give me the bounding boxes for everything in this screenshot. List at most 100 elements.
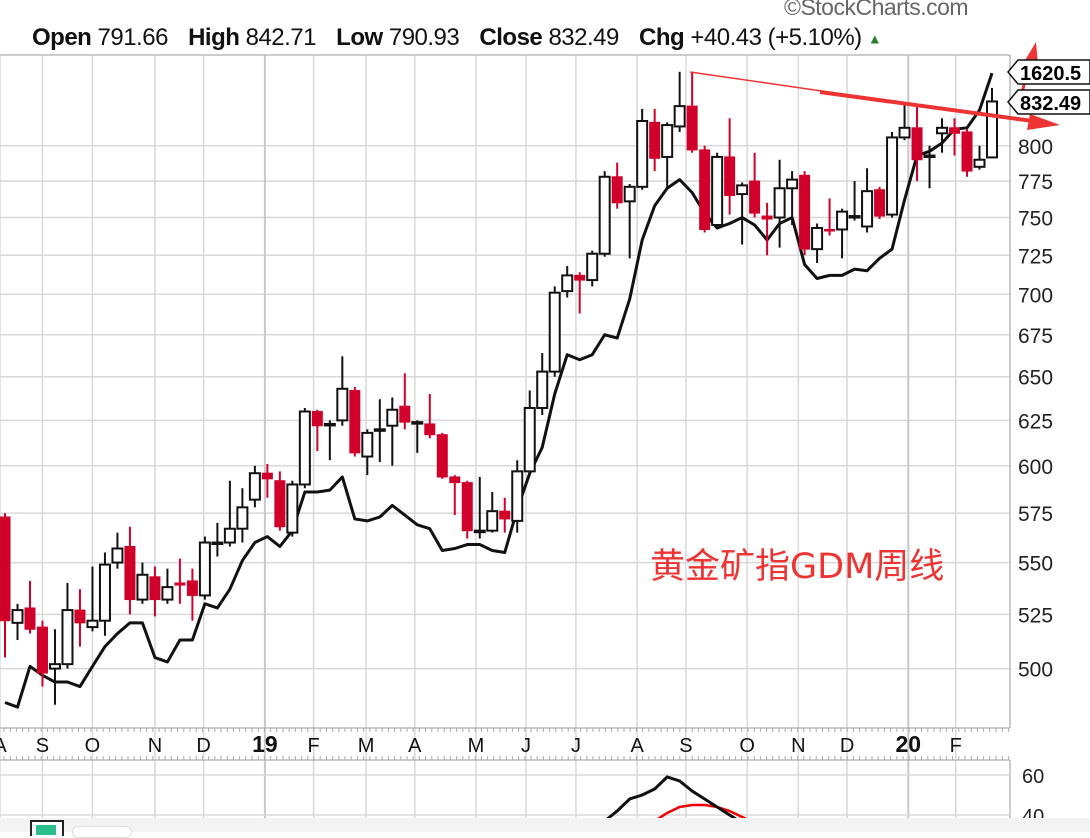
candle-body [473,529,486,534]
candle-body [124,546,136,601]
candle-up [473,476,486,539]
overlay-price-tag: 1620.5 [1020,63,1081,85]
candle-body [236,506,249,530]
candle-down [499,497,511,533]
candle-body [511,470,524,522]
candle-body [861,190,874,228]
candle-down [461,480,473,539]
chg-value: +40.43 (+5.10%) [690,24,862,51]
candle-down [174,558,186,604]
candle-body [761,215,773,220]
candle-down [311,409,323,452]
candle-body [373,428,386,432]
candle-body [586,252,599,282]
candle-body [111,547,124,564]
candle-body [973,158,986,168]
candle-body [848,215,861,219]
candle-down [436,432,448,479]
x-tick-label: J [571,735,581,757]
candle-body [936,126,949,135]
candle-up [673,71,686,132]
overlay-line [4,72,994,709]
candle-body [574,274,586,281]
x-tick-label: F [307,735,319,757]
candle-body [349,390,361,454]
candle-up [248,465,261,508]
arrowhead-icon [1027,114,1060,130]
candle-body [198,541,211,597]
candle-body [636,119,649,188]
candles [0,71,998,705]
candle-up [61,582,74,669]
candle-body [149,576,161,601]
candle-up [811,223,824,263]
candle-down [824,198,836,236]
chart-grid [0,55,1010,818]
candle-up [536,353,549,416]
open-label: Open [32,24,92,51]
x-tick-label: J [521,735,531,757]
candle-up [836,208,849,259]
candle-body [661,124,674,158]
candle-body [298,410,311,486]
candle-body [36,626,48,674]
candle-body [499,510,511,520]
candle-body [98,563,111,622]
app-icon[interactable] [30,820,64,836]
candle-up [973,145,986,170]
candle-up [711,152,724,228]
candle-body [611,176,623,204]
candle-up [661,122,674,189]
indicator-line [603,775,743,825]
candle-down [424,393,436,439]
x-tick-label: A [0,735,7,757]
candle-up [411,420,424,453]
toolbar-pill-button[interactable] [72,826,132,838]
candle-down [261,463,273,498]
candle-up [511,460,524,533]
overlay-series-line [4,72,994,709]
y-tick-label: 575 [1018,503,1053,526]
candle-up [286,480,299,537]
y-tick-label: 750 [1018,208,1053,231]
chart-annotation: 黄金矿指GDM周线 [650,547,944,587]
candle-body [399,405,411,423]
chg-label: Chg [639,24,685,51]
candle-body [886,136,899,216]
candle-down [124,526,136,615]
close-price-tag: 832.49 [1020,93,1081,115]
y-tick-label: 500 [1018,659,1053,682]
candle-down [0,513,11,658]
candle-body [449,476,461,484]
candle-up [936,118,949,153]
x-tick-label: N [148,735,162,757]
candle-body [424,423,436,436]
candle-body [174,582,186,586]
candle-up [561,266,574,298]
candle-body [136,573,149,601]
candle-up [98,552,111,636]
open-value: 791.66 [97,24,169,51]
candle-body [749,180,761,214]
candle-body [949,127,961,134]
arrowhead-up-icon [1024,42,1038,64]
candle-down [449,475,461,516]
candle-down [649,108,661,172]
candle-down [24,580,36,634]
candle-body [211,541,224,546]
x-tick-label: D [840,735,854,757]
candle-up [586,250,599,287]
x-tick-label: 20 [895,731,921,757]
candle-body [323,422,336,427]
candle-body [24,607,36,630]
candle-body [536,370,549,409]
candle-body [799,174,811,250]
candle-up [898,104,911,141]
candle-up [236,488,249,543]
candle-up [111,532,124,569]
candle-body [623,185,636,203]
candle-body [248,472,261,501]
candle-body [61,609,74,666]
resistance-arrow [819,90,1041,124]
candle-body [686,105,698,151]
